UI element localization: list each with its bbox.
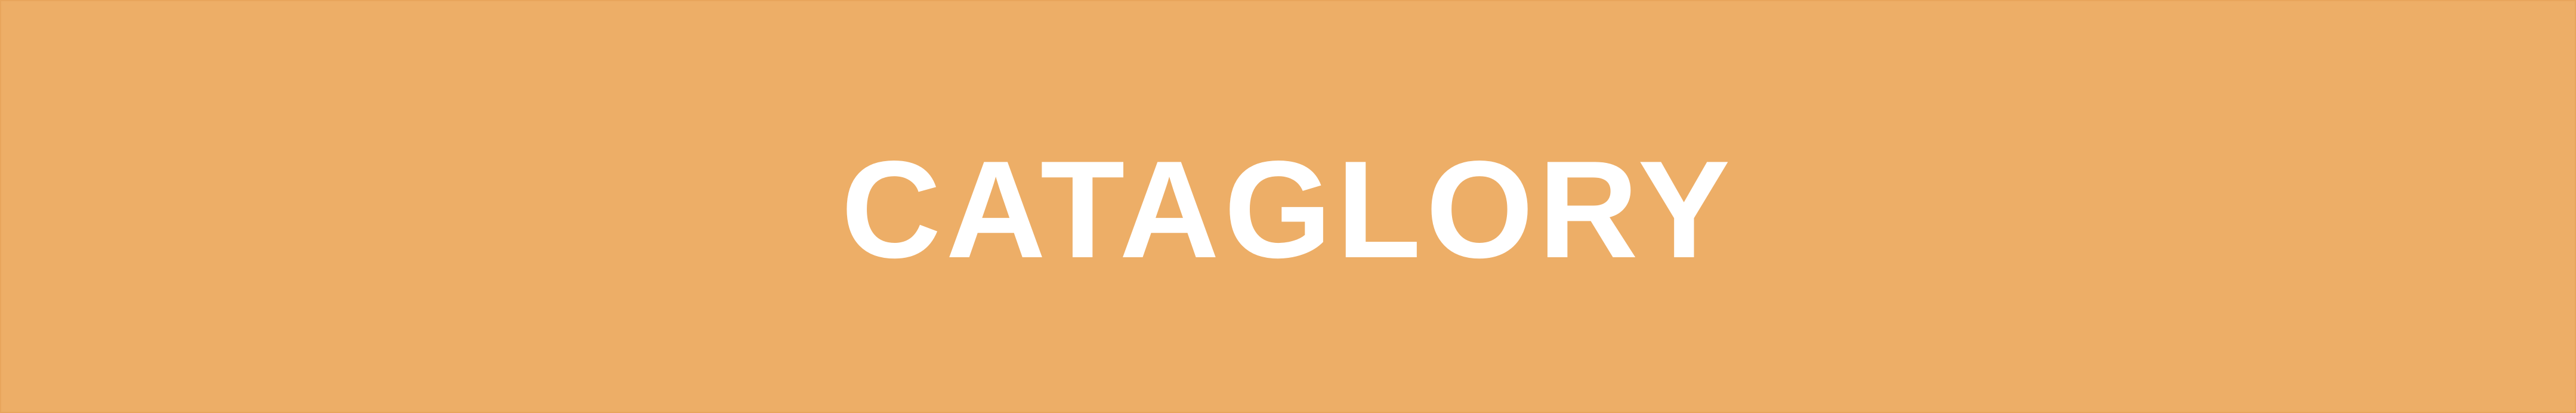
brand-wordmark: CATAGLORY — [841, 132, 1735, 287]
